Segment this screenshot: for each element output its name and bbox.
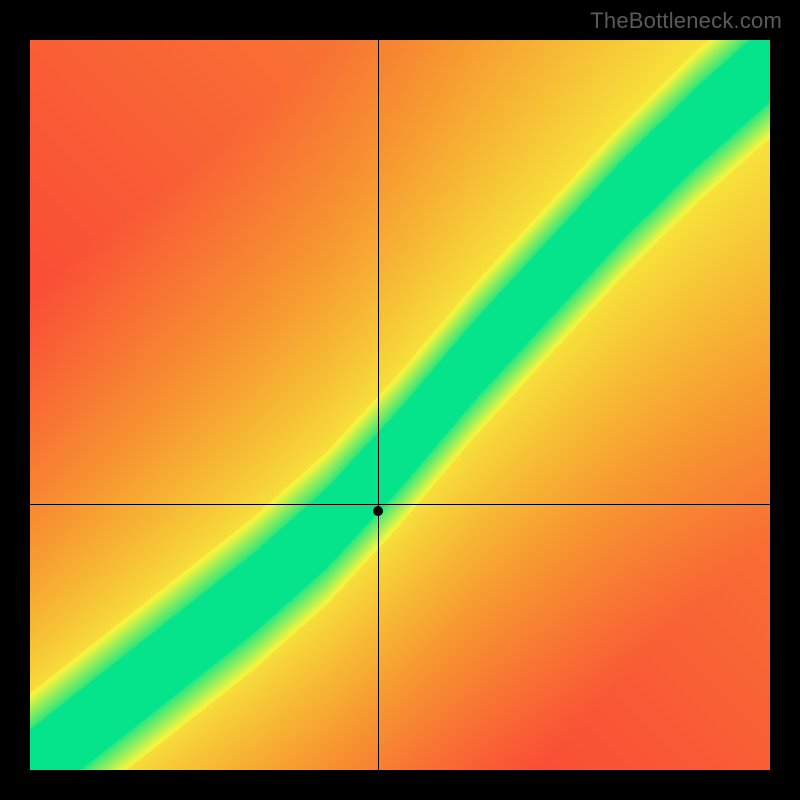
crosshair-horizontal <box>30 504 770 505</box>
watermark-text: TheBottleneck.com <box>590 8 782 34</box>
plot-area <box>30 40 770 770</box>
data-point-marker <box>373 506 383 516</box>
crosshair-vertical <box>378 40 379 770</box>
heatmap-canvas <box>30 40 770 770</box>
chart-container: TheBottleneck.com <box>0 0 800 800</box>
